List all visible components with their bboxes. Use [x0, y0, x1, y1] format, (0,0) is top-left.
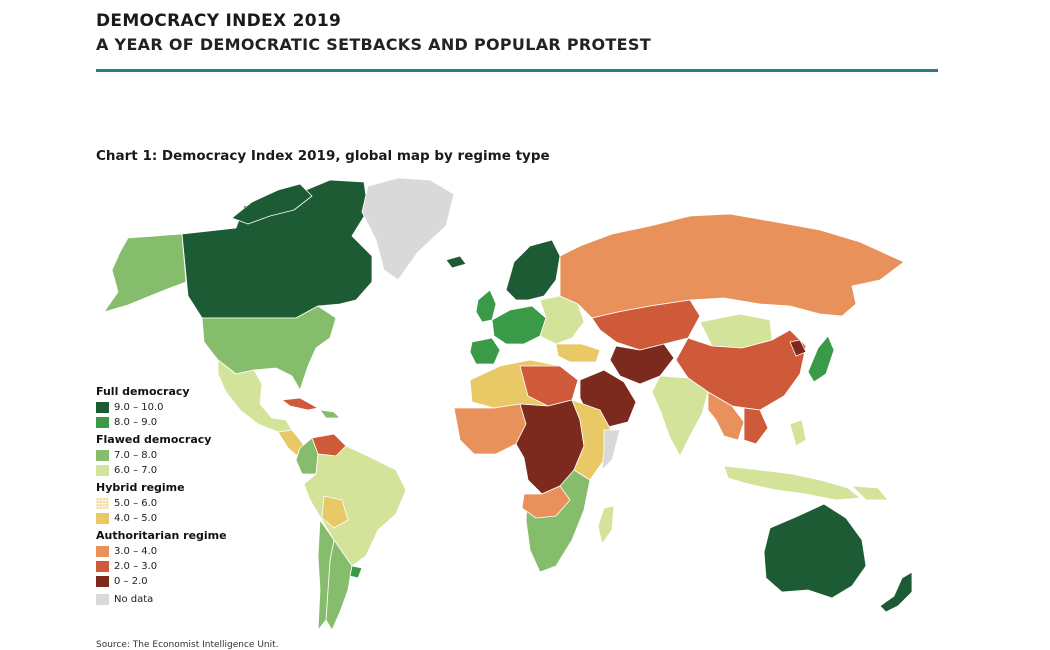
- region-bolivia: [321, 495, 349, 529]
- legend-label: 7.0 – 8.0: [114, 450, 158, 461]
- report-header: DEMOCRACY INDEX 2019 A YEAR OF DEMOCRATI…: [96, 10, 938, 56]
- header-divider: [96, 69, 938, 72]
- map-legend: Full democracy 9.0 – 10.0 8.0 – 9.0 Flaw…: [96, 385, 296, 607]
- legend-item: 2.0 – 3.0: [96, 559, 296, 574]
- legend-item: 0 – 2.0: [96, 574, 296, 589]
- legend-swatch: [96, 561, 109, 572]
- region-mexico: [217, 359, 293, 433]
- region-madagascar: [597, 505, 615, 545]
- legend-label: 9.0 – 10.0: [114, 402, 164, 413]
- region-australia: [763, 503, 867, 599]
- legend-label: 2.0 – 3.0: [114, 561, 158, 572]
- legend-group-title: Hybrid regime: [96, 481, 185, 494]
- region-uruguay: [349, 565, 363, 579]
- legend-swatch: [96, 498, 109, 509]
- region-somalia: [601, 429, 621, 471]
- report-subtitle: A YEAR OF DEMOCRATIC SETBACKS AND POPULA…: [96, 35, 651, 54]
- region-caribbean: [319, 409, 341, 419]
- region-alaska: [103, 233, 187, 313]
- source-note: Source: The Economist Intelligence Unit.: [96, 640, 279, 650]
- legend-item: 5.0 – 6.0: [96, 496, 296, 511]
- legend-group-title: Flawed democracy: [96, 433, 212, 446]
- region-chile: [317, 519, 335, 631]
- legend-swatch: [96, 450, 109, 461]
- region-indonesia: [723, 465, 861, 501]
- legend-label: No data: [114, 594, 154, 605]
- region-western-europe: [491, 305, 547, 345]
- legend-item: 7.0 – 8.0: [96, 448, 296, 463]
- legend-item: 9.0 – 10.0: [96, 400, 296, 415]
- legend-label: 5.0 – 6.0: [114, 498, 158, 509]
- region-philippines: [789, 419, 807, 447]
- legend-label: 4.0 – 5.0: [114, 513, 158, 524]
- legend-swatch: [96, 417, 109, 428]
- legend-label: 6.0 – 7.0: [114, 465, 158, 476]
- legend-swatch: [96, 513, 109, 524]
- legend-label: 0 – 2.0: [114, 576, 148, 587]
- legend-swatch: [96, 402, 109, 413]
- legend-group-flawed-democracy: Flawed democracy 7.0 – 8.0 6.0 – 7.0: [96, 433, 296, 478]
- legend-item: 8.0 – 9.0: [96, 415, 296, 430]
- region-north-korea: [789, 339, 807, 357]
- legend-item: 4.0 – 5.0: [96, 511, 296, 526]
- region-uk: [475, 289, 497, 323]
- region-west-africa: [453, 403, 527, 455]
- region-turkey: [555, 343, 601, 363]
- legend-group-authoritarian-regime: Authoritarian regime 3.0 – 4.0 2.0 – 3.0…: [96, 529, 296, 589]
- chart-title: Chart 1: Democracy Index 2019, global ma…: [96, 148, 550, 164]
- region-arctic-islands: [231, 183, 313, 225]
- region-angola-zambia: [521, 485, 571, 519]
- region-indochina: [743, 407, 769, 445]
- legend-swatch: [96, 546, 109, 557]
- region-iceland: [445, 255, 467, 269]
- legend-swatch: [96, 465, 109, 476]
- legend-item-no-data: No data: [96, 592, 296, 607]
- legend-group-title: Authoritarian regime: [96, 529, 227, 542]
- region-new-zealand: [879, 571, 913, 613]
- region-india: [651, 375, 709, 457]
- region-southeast-asia: [707, 391, 745, 441]
- region-iberia: [469, 337, 501, 365]
- region-scandinavia: [505, 239, 561, 301]
- region-papua: [851, 485, 889, 501]
- region-russia: [559, 213, 905, 319]
- legend-group-full-democracy: Full democracy 9.0 – 10.0 8.0 – 9.0: [96, 385, 296, 430]
- legend-group-hybrid-regime: Hybrid regime 5.0 – 6.0 4.0 – 5.0: [96, 481, 296, 526]
- region-japan: [807, 335, 835, 383]
- legend-item: 6.0 – 7.0: [96, 463, 296, 478]
- legend-swatch: [96, 576, 109, 587]
- legend-group-title: Full democracy: [96, 385, 190, 398]
- report-title: DEMOCRACY INDEX 2019: [96, 11, 342, 31]
- legend-label: 8.0 – 9.0: [114, 417, 158, 428]
- region-cuba: [281, 397, 319, 411]
- legend-swatch: [96, 594, 109, 605]
- region-south-america: [303, 445, 407, 567]
- legend-label: 3.0 – 4.0: [114, 546, 158, 557]
- legend-item: 3.0 – 4.0: [96, 544, 296, 559]
- region-greenland: [361, 177, 455, 281]
